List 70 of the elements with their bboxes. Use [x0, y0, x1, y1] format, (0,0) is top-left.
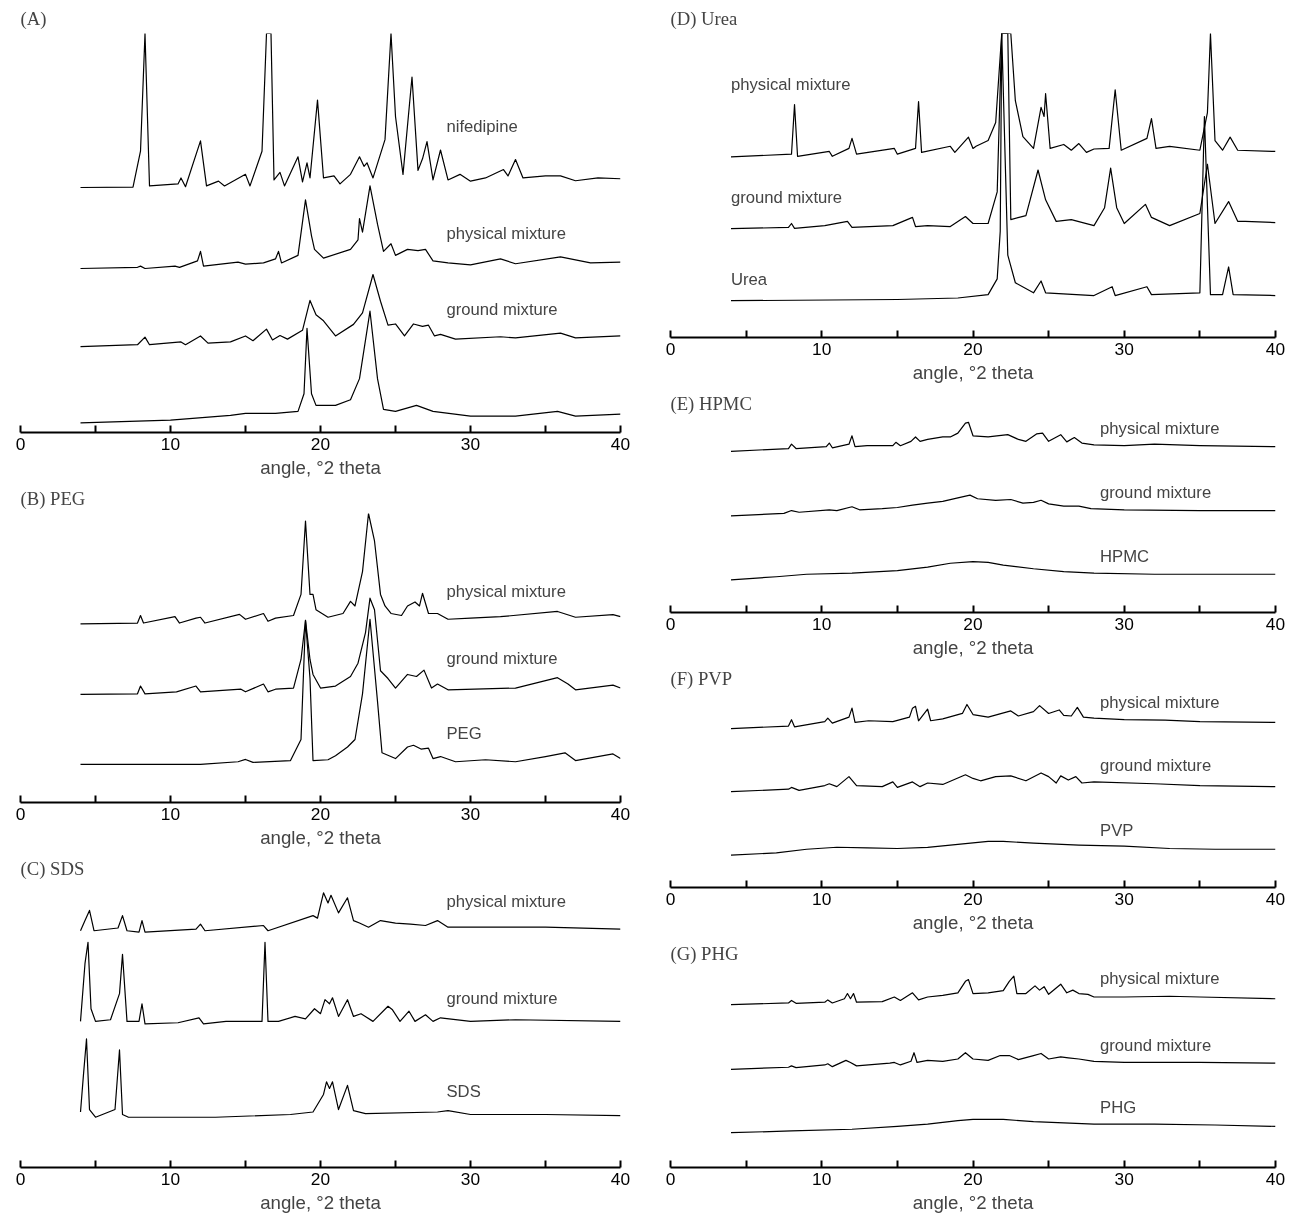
chart-title: (A) — [20, 7, 47, 30]
chart-title: (B) PEG — [20, 487, 86, 510]
x-tick-label: 40 — [1265, 338, 1286, 359]
x-axis-title: angle, °2 theta — [912, 361, 1034, 383]
series-label: ground mixture — [446, 648, 558, 668]
x-tick-label: 30 — [1114, 613, 1134, 634]
x-tick-label: 10 — [812, 888, 832, 909]
x-tick-label: 40 — [610, 433, 631, 454]
x-tick-label: 0 — [665, 338, 676, 359]
x-tick-label: 20 — [310, 803, 331, 824]
series-label: SDS — [446, 1082, 481, 1102]
x-axis-title: angle, °2 theta — [260, 456, 382, 478]
series-label: ground mixture — [731, 187, 843, 207]
x-tick-label: 30 — [460, 433, 481, 454]
x-axis-title: angle, °2 theta — [260, 1191, 382, 1213]
x-axis-title: angle, °2 theta — [912, 636, 1034, 658]
series-label: PVP — [1100, 820, 1134, 840]
series-label: ground mixture — [1100, 483, 1212, 502]
x-tick-label: 20 — [310, 433, 331, 454]
chart-title: (E) HPMC — [670, 392, 752, 415]
chart-title: (D) Urea — [670, 7, 739, 30]
series-label: ground mixture — [1100, 1035, 1212, 1055]
series-label: ground mixture — [446, 989, 558, 1009]
series-label: nifedipine — [446, 117, 518, 137]
x-tick-label: 10 — [160, 803, 181, 824]
x-tick-label: 20 — [963, 1168, 983, 1189]
x-tick-label: 0 — [15, 1168, 26, 1189]
x-tick-label: 20 — [963, 338, 983, 359]
series-label: physical mixture — [446, 582, 566, 602]
x-tick-label: 10 — [160, 1168, 181, 1189]
x-tick-label: 10 — [160, 433, 181, 454]
x-tick-label: 40 — [610, 803, 631, 824]
series-label: physical mixture — [446, 223, 566, 243]
x-tick-label: 0 — [665, 888, 676, 909]
x-tick-label: 10 — [812, 613, 832, 634]
x-tick-label: 0 — [15, 433, 26, 454]
x-tick-label: 40 — [610, 1168, 631, 1189]
x-tick-label: 40 — [1265, 613, 1286, 634]
series-label: Urea — [731, 269, 768, 289]
chart-title: (C) SDS — [20, 857, 85, 880]
x-tick-label: 30 — [460, 803, 481, 824]
series-label: PEG — [446, 723, 482, 743]
series-label: physical mixture — [1100, 418, 1220, 438]
x-axis-title: angle, °2 theta — [912, 1191, 1034, 1213]
series-label: physical mixture — [1100, 692, 1220, 712]
x-tick-label: 10 — [812, 338, 832, 359]
x-tick-label: 0 — [665, 613, 676, 634]
x-tick-label: 30 — [1114, 1168, 1134, 1189]
x-tick-label: 30 — [1114, 888, 1134, 909]
x-tick-label: 40 — [1265, 888, 1286, 909]
series-label: HPMC — [1100, 547, 1150, 567]
series-label: ground mixture — [446, 300, 558, 320]
chart-title: (F) PVP — [670, 667, 733, 690]
series-label: ground mixture — [1100, 756, 1212, 776]
x-tick-label: 20 — [963, 888, 983, 909]
x-tick-label: 20 — [963, 613, 983, 634]
series-label: physical mixture — [1100, 968, 1220, 988]
x-tick-label: 20 — [310, 1168, 331, 1189]
series-label: physical mixture — [731, 75, 851, 94]
x-tick-label: 30 — [1114, 338, 1134, 359]
series-label: physical mixture — [446, 891, 566, 911]
series-label: PHG — [1100, 1098, 1137, 1118]
x-tick-label: 40 — [1265, 1168, 1286, 1189]
x-tick-label: 0 — [665, 1168, 676, 1189]
x-tick-label: 30 — [460, 1168, 481, 1189]
x-axis-title: angle, °2 theta — [260, 826, 382, 848]
x-tick-label: 10 — [812, 1168, 832, 1189]
chart-title: (G) PHG — [670, 942, 739, 965]
x-axis-title: angle, °2 theta — [912, 911, 1034, 933]
x-tick-label: 0 — [15, 803, 26, 824]
